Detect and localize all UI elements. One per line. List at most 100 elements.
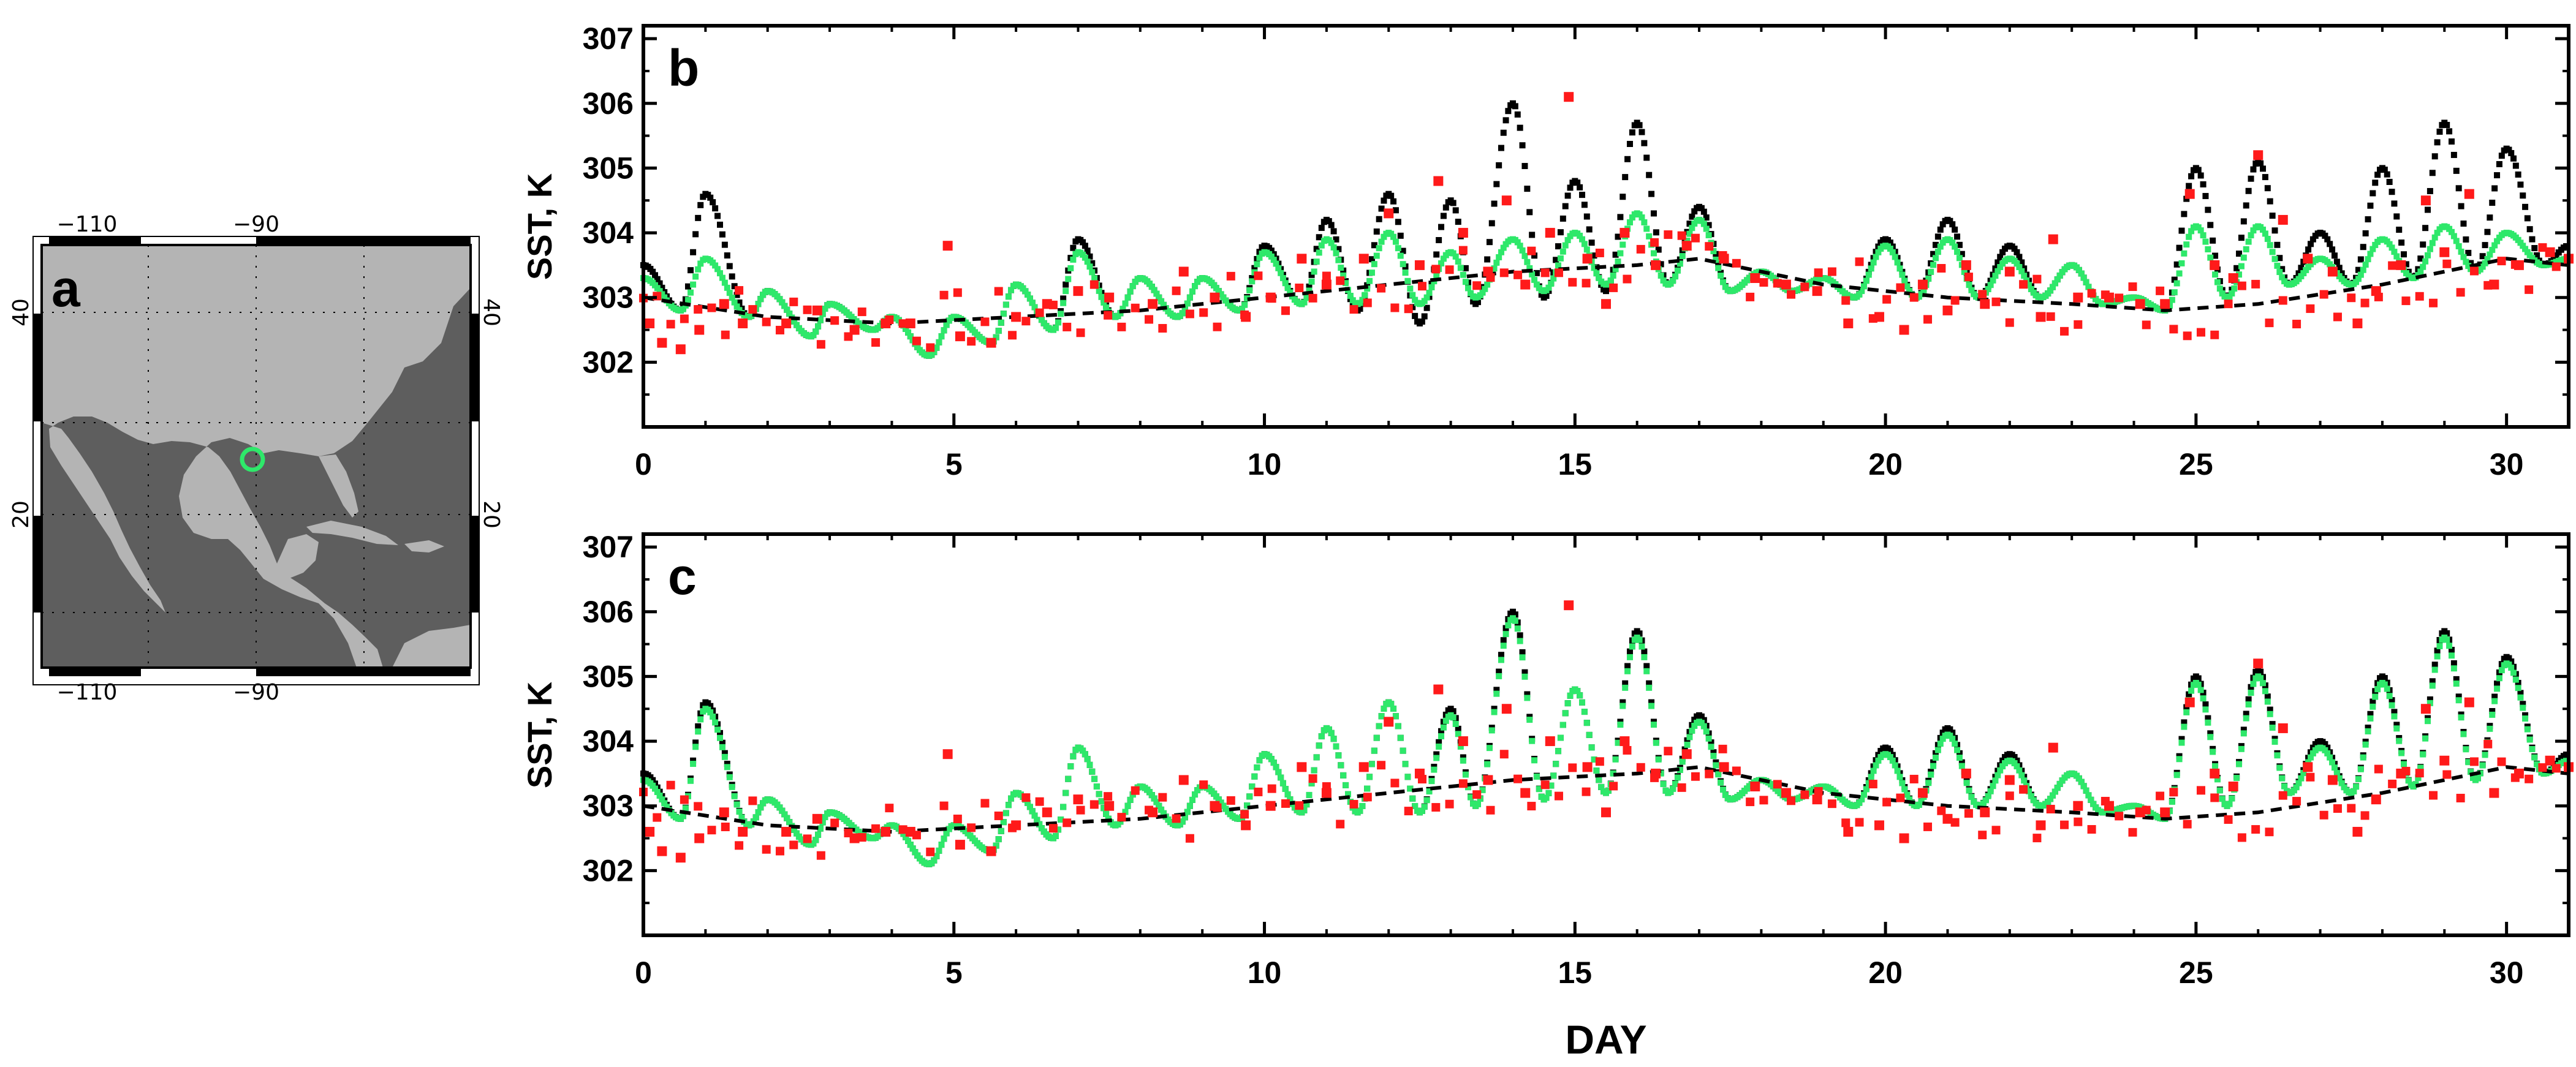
green-point (1392, 713, 1399, 720)
green-point (2183, 709, 2190, 715)
green-point (2393, 253, 2400, 260)
black-point (731, 283, 738, 290)
black-point (2243, 711, 2249, 717)
green-point (1192, 791, 1199, 798)
green-point (936, 339, 942, 345)
red-point (1073, 794, 1083, 805)
red-point (2251, 279, 2260, 288)
red-point (812, 305, 822, 315)
green-point (2357, 271, 2364, 278)
black-point (2178, 736, 2185, 742)
green-point (1031, 812, 1038, 819)
black-point (2016, 254, 2023, 260)
green-point (1148, 792, 1155, 799)
green-point (1192, 283, 1199, 290)
red-point (816, 340, 825, 349)
black-point (2195, 675, 2202, 682)
green-point (731, 299, 738, 306)
black-point (1655, 246, 1662, 253)
black-point (1436, 237, 1442, 244)
black-point (2498, 153, 2505, 159)
red-point (2347, 293, 2356, 303)
black-point (2522, 712, 2529, 718)
red-point (1404, 304, 1413, 314)
green-point (688, 777, 694, 784)
red-point (2429, 298, 2438, 307)
red-point (1281, 799, 1290, 808)
green-point (2271, 255, 2278, 262)
black-point (2484, 228, 2491, 235)
green-point (779, 807, 786, 814)
green-point (1684, 741, 1691, 748)
green-point (784, 306, 790, 313)
red-point (2210, 260, 2220, 270)
green-point (1574, 688, 1581, 695)
green-point (1122, 300, 1129, 307)
red-point (675, 853, 686, 863)
black-point (1502, 117, 1509, 124)
black-point (2197, 172, 2204, 179)
green-point (1676, 767, 1683, 774)
map-land-yucatan (277, 534, 319, 579)
black-point (2365, 216, 2371, 223)
black-point (2267, 198, 2273, 205)
red-point (2237, 281, 2246, 290)
green-point (1612, 266, 1619, 273)
black-point (1514, 111, 1521, 118)
green-point (2355, 775, 2362, 782)
green-point (2188, 687, 2195, 694)
green-point (2482, 752, 2488, 758)
green-point (2240, 254, 2247, 261)
red-point (2388, 779, 2397, 788)
green-point (2016, 767, 2023, 774)
green-point (1720, 786, 1727, 793)
black-point (1491, 706, 1498, 712)
green-point (1626, 219, 1633, 225)
green-point (2388, 244, 2395, 251)
black-point (1450, 200, 1457, 206)
red-point (1520, 279, 1531, 290)
black-point (1932, 241, 1939, 248)
green-point (1409, 795, 1416, 802)
black-point (2491, 693, 2498, 700)
green-point (2186, 233, 2192, 240)
green-point (1713, 257, 1719, 263)
black-point (1400, 247, 1406, 254)
green-point (1887, 754, 1893, 761)
red-point (1582, 787, 1591, 796)
black-point (2360, 244, 2366, 251)
green-point (1650, 250, 1657, 257)
red-point (844, 829, 853, 838)
green-point (1103, 304, 1110, 311)
green-point (2054, 276, 2061, 283)
red-point (1564, 92, 1574, 102)
green-point (2028, 286, 2034, 293)
red-point (955, 840, 965, 850)
black-point (1368, 256, 1375, 263)
green-point (1980, 800, 1987, 807)
black-point (1887, 239, 1893, 246)
red-point (1950, 296, 1960, 305)
red-point (1377, 761, 1386, 770)
green-point (1008, 795, 1015, 802)
green-point (1997, 264, 2004, 271)
green-point (1596, 777, 1602, 783)
green-point (1284, 791, 1291, 797)
panel-c-frame (642, 532, 2570, 937)
black-point (1646, 680, 1653, 687)
green-point (2250, 681, 2257, 687)
black-point (2460, 221, 2467, 227)
green-point (2202, 706, 2209, 713)
green-point (1098, 798, 1105, 805)
black-point (688, 267, 694, 274)
red-point (1486, 805, 1495, 815)
red-point (789, 297, 798, 306)
green-point (1153, 799, 1160, 805)
red-point (844, 332, 853, 341)
green-point (817, 317, 824, 323)
black-point (1533, 270, 1540, 276)
green-point (1462, 771, 1469, 778)
green-point (2090, 801, 2097, 807)
panel-c-label: c (668, 548, 697, 605)
red-point (1623, 745, 1632, 755)
